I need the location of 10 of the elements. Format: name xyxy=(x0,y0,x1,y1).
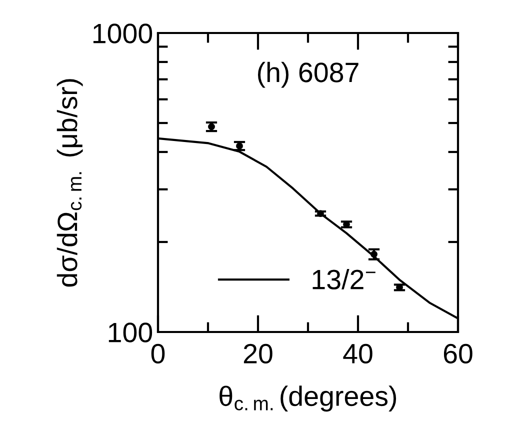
x-axis-title: θ$_{c.m.}$(degrees) xyxy=(220,386,396,412)
x-tick-label: 40 xyxy=(343,344,372,364)
x-tick-label: 20 xyxy=(244,344,272,364)
legend-label: 13/2$^{−}$ xyxy=(312,269,376,290)
annotation: (h) 6087 xyxy=(258,62,358,88)
x-tick-label: 60 xyxy=(444,344,472,364)
x-tick-label: 0 xyxy=(151,344,165,364)
y-axis-title: dσ/dΩ$_{c.m.}$ (μb/sr) xyxy=(56,79,83,287)
y-tick-label: 1000 xyxy=(93,24,152,44)
y-tick-label: 100 xyxy=(108,322,152,342)
